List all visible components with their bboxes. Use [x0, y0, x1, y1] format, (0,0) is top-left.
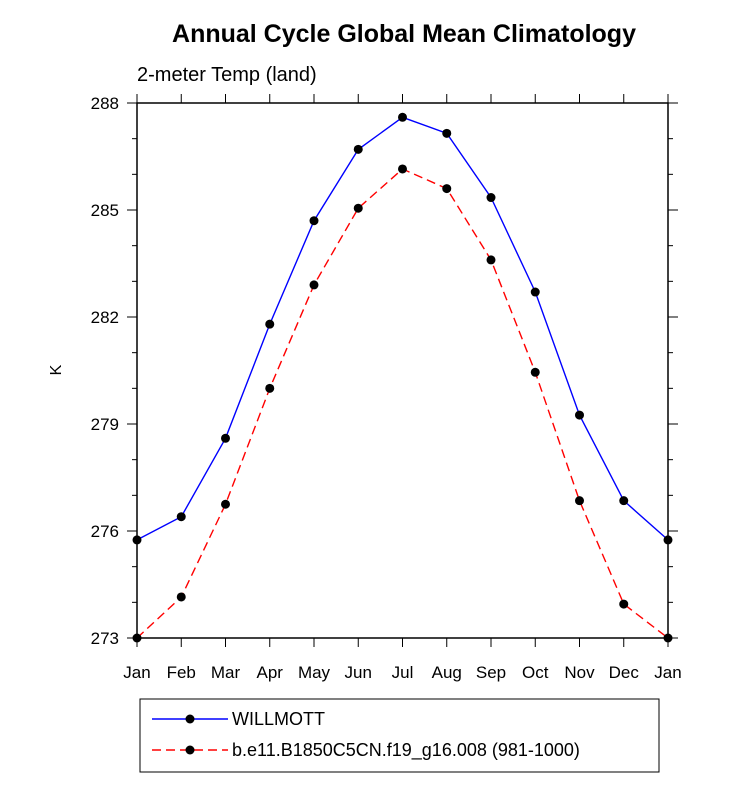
series-line-0	[136, 116, 669, 541]
x-tick-label: Dec	[609, 663, 640, 682]
series-1-point	[575, 496, 584, 506]
x-tick-label: Feb	[167, 663, 196, 682]
series-0-point	[530, 287, 540, 297]
series-line-1	[136, 168, 669, 639]
y-tick-label: 282	[91, 308, 119, 327]
chart-title: Annual Cycle Global Mean Climatology	[172, 20, 636, 48]
series-1-point	[486, 255, 496, 265]
y-tick-label: 279	[91, 415, 119, 434]
axis-ticks	[127, 94, 678, 647]
legend-entry-model: b.e11.B1850C5CN.f19_g16.008 (981-1000)	[152, 740, 580, 761]
legend-label-willmott: WILLMOTT	[232, 709, 325, 729]
series-0-point	[619, 496, 629, 506]
series-1-point	[176, 592, 186, 602]
series-layer	[132, 112, 673, 643]
y-axis-label: K	[48, 364, 65, 375]
series-1-point	[530, 367, 540, 377]
y-tick-label: 276	[91, 522, 119, 541]
y-tick-label: 285	[91, 201, 119, 220]
series-1-point	[353, 203, 363, 213]
x-tick-label: Nov	[564, 663, 595, 682]
series-0-point	[575, 410, 584, 420]
series-0-point	[176, 512, 186, 522]
series-0-point	[265, 319, 275, 329]
series-0-point	[486, 193, 496, 203]
series-1-point	[265, 383, 275, 393]
series-0-point	[132, 535, 142, 545]
y-tick-label: 288	[91, 94, 119, 113]
legend-label-model: b.e11.B1850C5CN.f19_g16.008 (981-1000)	[232, 740, 580, 761]
x-tick-label: Jun	[345, 663, 372, 682]
series-0-point	[442, 128, 452, 138]
series-1-point	[663, 633, 673, 643]
x-tick-label: Jul	[392, 663, 414, 682]
y-tick-labels: 288 285 282 279 276 273	[91, 94, 119, 648]
chart-subtitle: 2-meter Temp (land)	[137, 64, 317, 86]
series-0-point	[398, 112, 407, 122]
x-tick-label: Apr	[257, 663, 284, 682]
x-tick-label: Jan	[123, 663, 150, 682]
series-1-point	[309, 280, 319, 290]
series-0-point	[353, 144, 363, 154]
series-1-point	[398, 164, 407, 174]
series-1-point	[619, 599, 629, 609]
legend-marker-model	[185, 745, 195, 755]
x-tick-labels: Jan Feb Mar Apr May Jun Jul Aug Sep Oct Nov Dec Jan	[123, 663, 681, 682]
y-tick-label: 273	[91, 629, 119, 648]
x-tick-label: Sep	[476, 663, 506, 682]
series-0-point	[309, 216, 319, 226]
series-1-point	[442, 184, 452, 194]
plot-frame	[136, 102, 669, 639]
series-1-point	[132, 633, 142, 643]
series-1-point	[221, 499, 230, 509]
x-tick-label: Mar	[211, 663, 241, 682]
x-tick-label: Jan	[654, 663, 681, 682]
x-tick-label: May	[298, 663, 331, 682]
x-tick-label: Aug	[432, 663, 462, 682]
x-tick-label: Oct	[522, 663, 549, 682]
legend-marker-willmott	[185, 714, 195, 724]
legend-entry-willmott: WILLMOTT	[152, 709, 325, 729]
series-0-point	[221, 433, 230, 443]
series-0-point	[663, 535, 673, 545]
legend-box	[139, 698, 660, 773]
